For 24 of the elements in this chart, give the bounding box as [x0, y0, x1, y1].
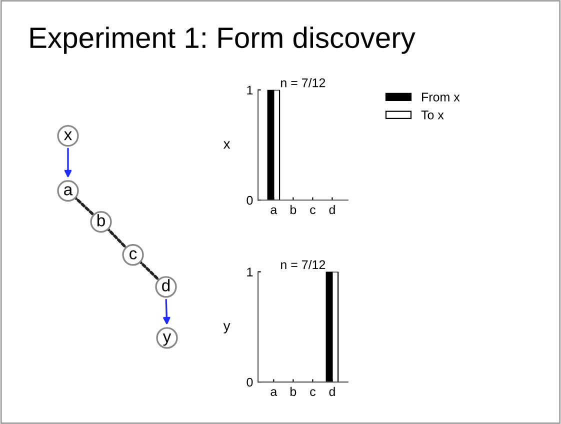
x-tick-label: a	[270, 207, 278, 214]
x-tick-label: d	[329, 386, 335, 396]
text: x	[64, 131, 72, 140]
y-axis-title: x	[223, 141, 230, 149]
y-tick-label: 1	[247, 268, 253, 276]
text: y	[162, 333, 172, 346]
legend-label: From x	[422, 92, 460, 102]
x-tick-label: c	[310, 207, 316, 214]
x-tick-label: b	[290, 204, 296, 214]
chart-title: n = 7/12	[281, 260, 326, 270]
x-tick-label: c	[310, 389, 316, 396]
x-tick-label: a	[270, 389, 278, 396]
chart-title: n = 7/12	[281, 78, 326, 88]
y-tick-label: 0	[246, 196, 253, 205]
legend-label: To x	[421, 110, 444, 120]
text: Experiment 1: Form discovery	[30, 26, 416, 54]
y-tick-label: 1	[247, 86, 253, 94]
text: c	[130, 250, 137, 260]
y-tick-label: 0	[246, 378, 253, 387]
text: a	[64, 186, 73, 196]
text: d	[162, 279, 170, 292]
y-axis-title: y	[223, 323, 230, 334]
x-tick-label: b	[290, 386, 296, 396]
x-tick-label: d	[329, 204, 335, 214]
